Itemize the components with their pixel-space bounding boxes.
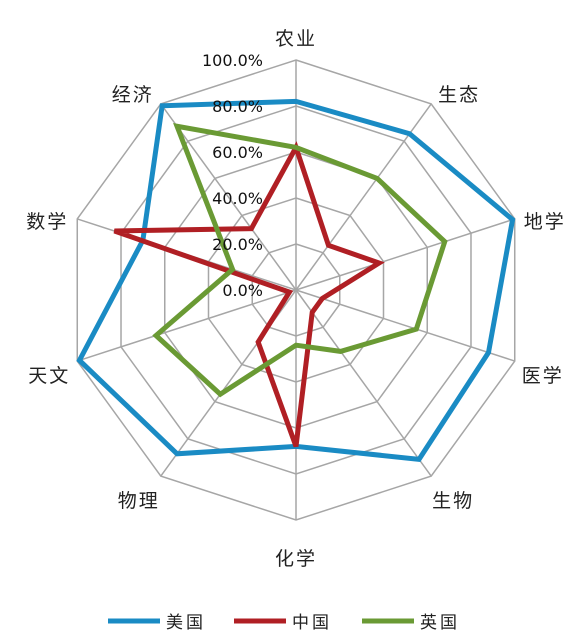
grid-spoke — [295, 289, 515, 362]
legend-label: 英国 — [420, 613, 460, 633]
category-label: 数学 — [26, 211, 68, 233]
grid-spoke — [295, 218, 515, 291]
category-label: 生物 — [432, 490, 474, 512]
category-label: 化学 — [275, 548, 317, 570]
tick-label: 60.0% — [212, 143, 263, 162]
tick-label: 40.0% — [212, 189, 263, 208]
tick-label: 0.0% — [222, 281, 263, 300]
category-label: 天文 — [28, 365, 70, 387]
series-line — [152, 123, 448, 398]
series-line — [113, 141, 385, 448]
category-label: 医学 — [522, 365, 564, 387]
legend-label: 中国 — [292, 613, 332, 633]
radar-series — [76, 98, 516, 462]
tick-label: 80.0% — [212, 97, 263, 116]
tick-label: 100.0% — [202, 51, 263, 70]
grid-spoke — [295, 289, 432, 477]
category-label: 地学 — [524, 211, 566, 233]
category-label: 经济 — [112, 84, 154, 106]
category-label: 物理 — [118, 490, 160, 512]
legend: 美国 中国 英国 — [108, 613, 460, 633]
category-label: 生态 — [438, 84, 480, 106]
category-label: 农业 — [275, 28, 317, 50]
radar-grid — [76, 59, 516, 521]
grid-spoke — [77, 289, 297, 362]
legend-label: 美国 — [166, 613, 206, 633]
grid-spoke — [160, 103, 297, 291]
radial-tick-labels: 0.0% 20.0% 40.0% 60.0% 80.0% 100.0% — [202, 51, 263, 300]
tick-label: 20.0% — [212, 235, 263, 254]
